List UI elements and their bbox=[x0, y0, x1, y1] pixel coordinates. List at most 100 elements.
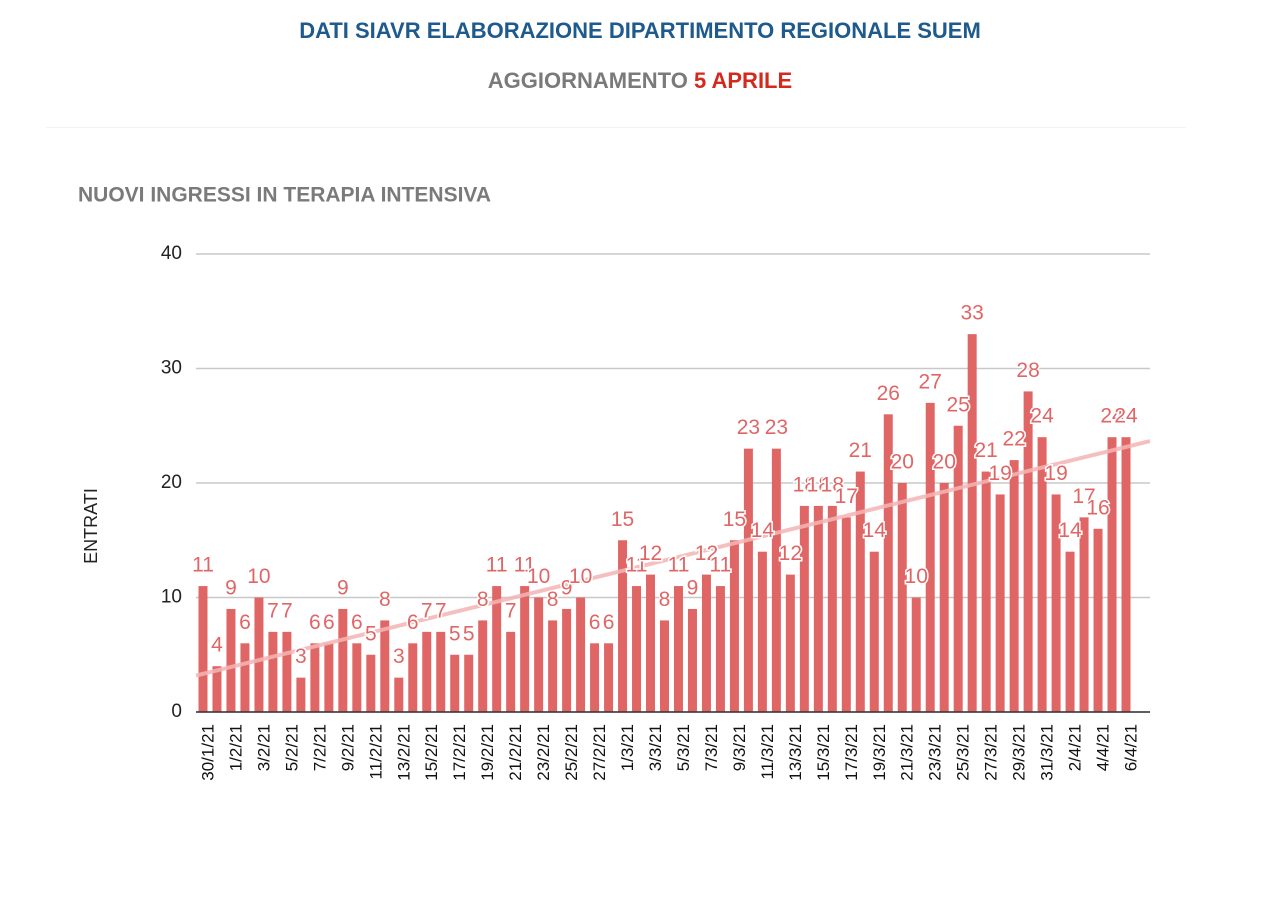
x-tick-label: 17/3/21 bbox=[842, 724, 861, 781]
bar bbox=[967, 334, 977, 712]
bar bbox=[198, 586, 208, 712]
bar bbox=[422, 631, 432, 712]
y-tick-label: 20 bbox=[161, 472, 182, 493]
bar bbox=[1051, 494, 1061, 712]
bar bbox=[282, 631, 292, 712]
y-tick-label: 10 bbox=[161, 587, 182, 608]
data-label: 24 bbox=[1100, 405, 1124, 428]
x-tick-label: 13/2/21 bbox=[394, 724, 413, 781]
data-label: 14 bbox=[863, 519, 887, 542]
data-label: 15 bbox=[723, 508, 746, 531]
data-label: 11 bbox=[668, 554, 690, 577]
bar bbox=[911, 597, 921, 712]
bar bbox=[212, 666, 222, 712]
data-label: 23 bbox=[765, 416, 788, 439]
data-label: 6 bbox=[603, 611, 615, 634]
data-label: 5 bbox=[449, 622, 461, 645]
bar bbox=[925, 402, 935, 712]
header-title: DATI SIAVR ELABORAZIONE DIPARTIMENTO REG… bbox=[299, 18, 981, 43]
x-tick-label: 13/3/21 bbox=[786, 724, 805, 781]
data-label: 3 bbox=[393, 645, 405, 668]
x-tick-label: 29/3/21 bbox=[1010, 724, 1029, 781]
bar bbox=[715, 586, 725, 712]
bar bbox=[897, 483, 907, 712]
bar bbox=[352, 643, 362, 712]
x-tick-label: 19/3/21 bbox=[870, 724, 889, 781]
x-tick-label: 5/2/21 bbox=[282, 724, 301, 771]
data-label: 9 bbox=[337, 576, 349, 599]
data-label: 7 bbox=[267, 599, 279, 622]
bar bbox=[701, 574, 711, 712]
x-tick-label: 15/3/21 bbox=[814, 724, 833, 781]
bar bbox=[1107, 437, 1117, 712]
data-label: 7 bbox=[281, 599, 293, 622]
bar bbox=[757, 551, 767, 712]
data-label: 18 bbox=[807, 473, 830, 496]
y-tick-label: 40 bbox=[161, 243, 182, 264]
data-label: 8 bbox=[547, 588, 559, 611]
x-tick-label: 30/1/21 bbox=[198, 724, 217, 781]
data-label: 10 bbox=[569, 565, 592, 588]
x-tick-label: 17/2/21 bbox=[450, 724, 469, 781]
x-tick-label: 1/2/21 bbox=[226, 724, 245, 771]
data-label: 11 bbox=[486, 554, 508, 577]
data-label: 14 bbox=[751, 519, 775, 542]
x-tick-label: 19/2/21 bbox=[478, 724, 497, 781]
data-label: 25 bbox=[947, 393, 970, 416]
bar bbox=[1093, 528, 1103, 712]
bar bbox=[1023, 391, 1033, 712]
data-label: 12 bbox=[779, 542, 802, 565]
bar bbox=[464, 654, 474, 712]
x-tick-label: 3/2/21 bbox=[254, 724, 273, 771]
bar bbox=[324, 643, 334, 712]
bar bbox=[408, 643, 418, 712]
data-label: 6 bbox=[407, 611, 419, 634]
bar bbox=[268, 631, 278, 712]
x-tick-label: 1/3/21 bbox=[618, 724, 637, 771]
data-label: 16 bbox=[1086, 496, 1109, 519]
data-label: 8 bbox=[477, 588, 489, 611]
x-tick-label: 3/3/21 bbox=[646, 724, 665, 771]
bar bbox=[799, 505, 809, 712]
data-label: 10 bbox=[527, 565, 550, 588]
bar bbox=[310, 643, 320, 712]
update-label: AGGIORNAMENTO bbox=[487, 68, 688, 93]
data-label: 8 bbox=[659, 588, 671, 611]
bar bbox=[1079, 517, 1089, 712]
x-tick-label: 11/3/21 bbox=[758, 724, 777, 779]
bar bbox=[771, 448, 781, 712]
bar bbox=[394, 677, 404, 712]
y-tick-label: 0 bbox=[171, 701, 182, 722]
x-tick-label: 7/3/21 bbox=[702, 724, 721, 771]
data-label: 24 bbox=[1030, 405, 1054, 428]
bar bbox=[939, 483, 949, 712]
bar bbox=[687, 608, 697, 712]
data-label: 6 bbox=[351, 611, 363, 634]
data-label: 20 bbox=[933, 451, 956, 474]
data-label: 18 bbox=[793, 473, 816, 496]
bar bbox=[450, 654, 460, 712]
bar bbox=[618, 540, 628, 712]
data-label: 7 bbox=[505, 599, 517, 622]
data-label: 23 bbox=[737, 416, 760, 439]
bar bbox=[855, 471, 865, 712]
bar bbox=[729, 540, 739, 712]
data-label: 19 bbox=[1044, 462, 1067, 485]
x-tick-label: 5/3/21 bbox=[674, 724, 693, 771]
bar bbox=[841, 517, 851, 712]
data-label: 7 bbox=[421, 599, 433, 622]
bar bbox=[478, 620, 488, 712]
data-label: 8 bbox=[379, 588, 391, 611]
x-tick-label: 6/4/21 bbox=[1121, 724, 1140, 771]
bar bbox=[869, 551, 879, 712]
bar bbox=[981, 471, 991, 712]
bar bbox=[827, 505, 837, 712]
y-axis-label: ENTRATI bbox=[81, 488, 101, 564]
data-label: 18 bbox=[821, 473, 844, 496]
bar bbox=[1121, 437, 1131, 712]
x-tick-label: 11/2/21 bbox=[366, 724, 385, 779]
data-label: 11 bbox=[192, 554, 214, 577]
bar bbox=[296, 677, 306, 712]
bar bbox=[534, 597, 544, 712]
